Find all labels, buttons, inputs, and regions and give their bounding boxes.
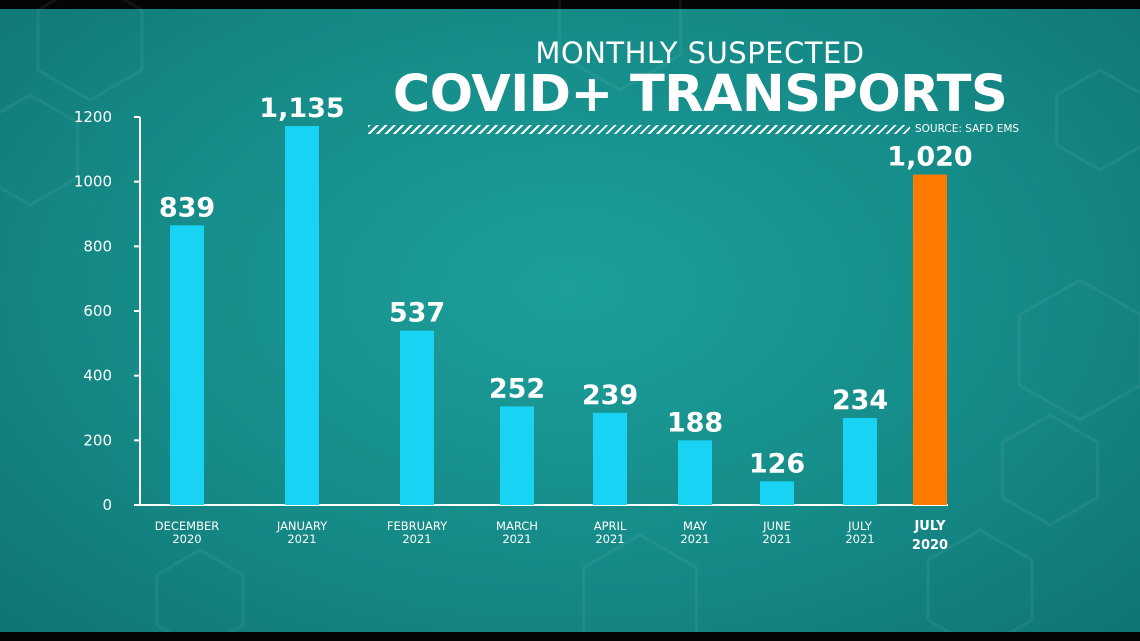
data-label: 252	[489, 373, 545, 404]
x-tick-label: JUNE	[762, 519, 791, 533]
x-tick-label: 2021	[595, 532, 624, 546]
y-tick-label: 200	[83, 431, 112, 449]
x-tick-label: 2021	[680, 532, 709, 546]
x-tick-label: 2021	[287, 532, 316, 546]
y-tick-label: 0	[102, 496, 112, 514]
y-tick-label: 800	[83, 237, 112, 255]
x-tick-label: MARCH	[496, 519, 538, 533]
chart-title-line2: COVID+ TRANSPORTS	[392, 65, 1008, 124]
data-label: 188	[667, 407, 723, 438]
data-label: 839	[159, 192, 215, 223]
background-hexagon	[36, 0, 144, 102]
background-hexagon	[1055, 68, 1140, 172]
bar	[843, 418, 877, 505]
bar	[400, 330, 434, 505]
bar	[913, 174, 947, 505]
axes: 0 200 400 600 800 1000 1200	[74, 108, 948, 514]
y-tick-label: 600	[83, 302, 112, 320]
y-tick-label: 400	[83, 367, 112, 385]
x-tick-label: 2020	[912, 538, 948, 553]
data-label: 1,020	[887, 142, 972, 173]
x-tick-label: DECEMBER	[155, 519, 220, 533]
x-tick-label: JULY	[847, 519, 873, 533]
background-hexagon	[557, 0, 683, 92]
background-hexagon	[582, 533, 698, 641]
data-label: 234	[832, 385, 888, 416]
bar	[170, 225, 204, 506]
letterbox-bottom	[0, 632, 1140, 641]
y-tick-label: 1000	[74, 173, 112, 191]
labels: 839DECEMBER20201,135JANUARY2021537FEBRUA…	[155, 93, 973, 553]
x-tick-label: 2020	[172, 532, 201, 546]
data-label: 1,135	[259, 93, 344, 124]
data-label: 126	[749, 448, 805, 479]
background-hexagon	[0, 93, 80, 207]
x-tick-label: 2021	[845, 532, 874, 546]
source-note: SOURCE: SAFD EMS	[915, 123, 1020, 135]
bar	[678, 440, 712, 505]
x-tick-label: JANUARY	[276, 519, 328, 533]
x-tick-label: JULY	[913, 519, 946, 534]
bar	[593, 412, 627, 505]
chart-title-line1: MONTHLY SUSPECTED	[535, 36, 865, 70]
x-tick-label: MAY	[683, 519, 708, 533]
background-hexagon	[926, 528, 1034, 641]
bar	[500, 406, 534, 505]
letterbox-top	[0, 0, 1140, 9]
background-hexagon	[1000, 413, 1100, 527]
bar	[285, 126, 319, 505]
title-hatch-rule	[368, 125, 910, 134]
x-tick-label: FEBRUARY	[387, 519, 448, 533]
y-tick-label: 1200	[74, 108, 112, 126]
bars	[170, 126, 947, 506]
data-label: 239	[582, 380, 638, 411]
x-tick-label: APRIL	[594, 519, 627, 533]
x-tick-label: 2021	[762, 532, 791, 546]
x-tick-label: 2021	[402, 532, 431, 546]
background-hexagon	[155, 548, 245, 641]
x-tick-label: 2021	[502, 532, 531, 546]
data-label: 537	[389, 298, 445, 329]
background-hexagon	[1017, 278, 1140, 422]
bar	[760, 481, 794, 505]
